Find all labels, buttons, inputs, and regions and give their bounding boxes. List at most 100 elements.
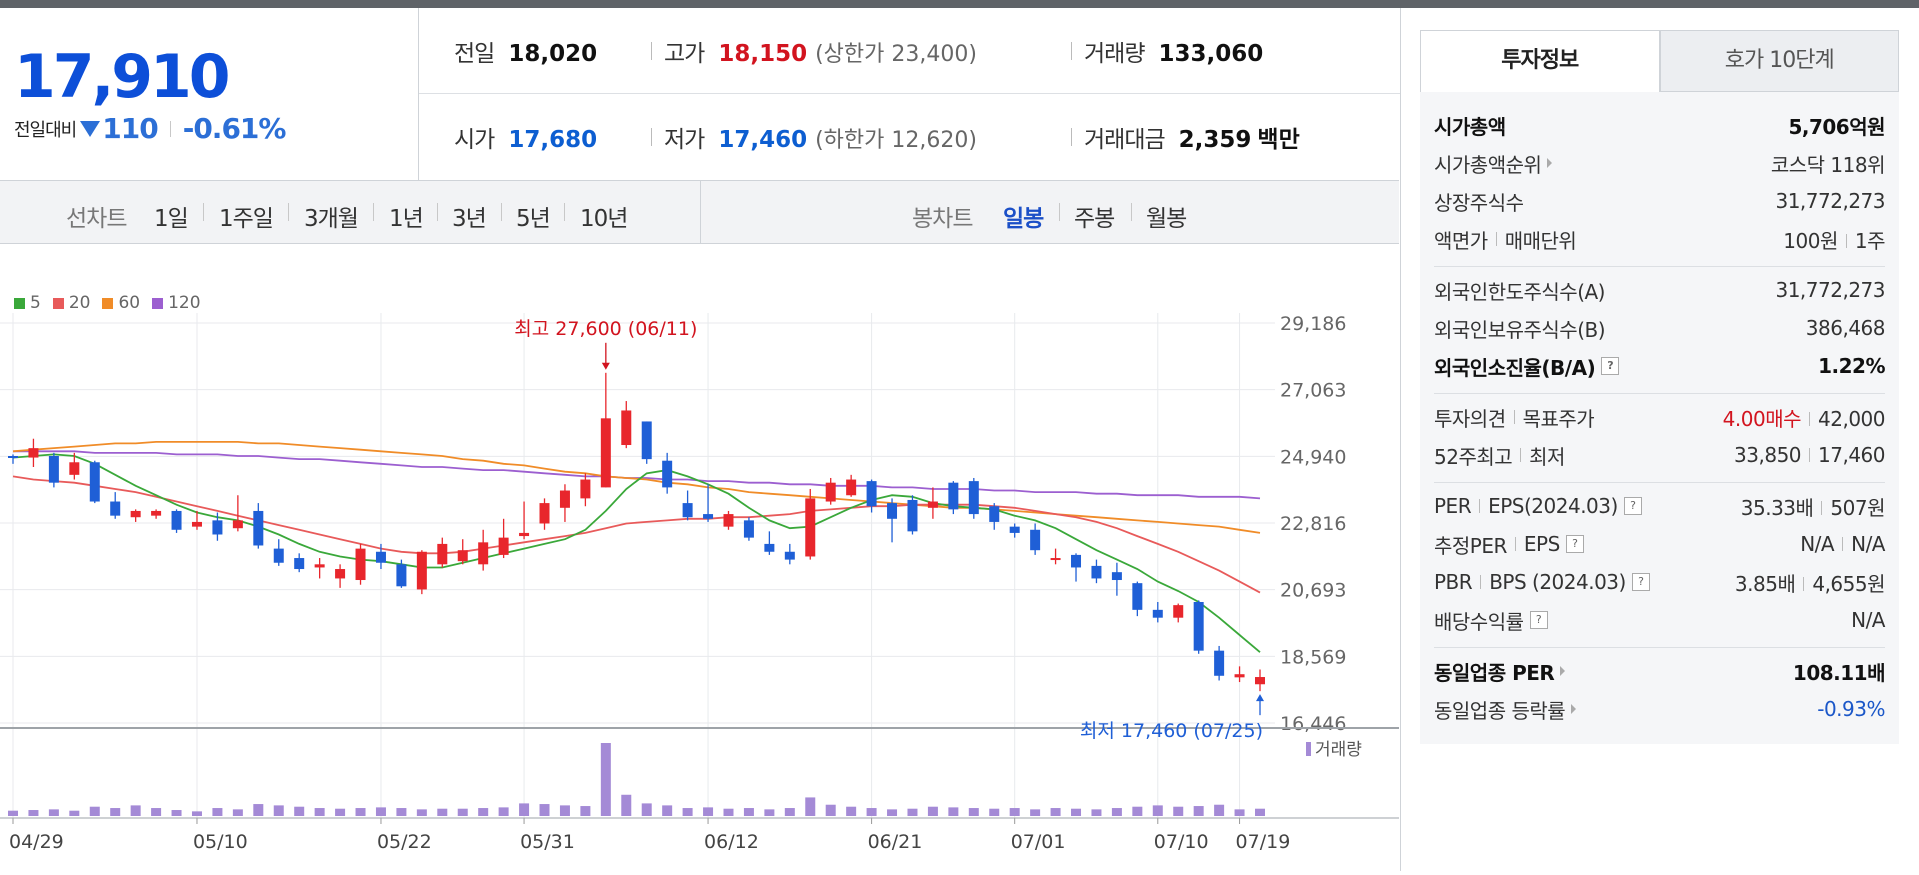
help-icon[interactable]: ? — [1529, 611, 1548, 629]
legend-ma120: 120 — [152, 293, 201, 313]
info-key: 투자의견 목표주가 — [1434, 403, 1595, 432]
volume-legend-label: 거래량 — [1315, 740, 1362, 760]
volume-bar — [825, 804, 836, 816]
info-row: 시가총액 5,706억원 — [1434, 106, 1885, 144]
candle-monthly[interactable]: 월봉 — [1146, 206, 1187, 232]
info-key[interactable]: 동일업종 PER — [1434, 657, 1566, 686]
candle-body — [478, 542, 489, 565]
info-key-label: 투자의견 — [1434, 406, 1506, 431]
info-key: 외국인보유주식수(B) — [1434, 314, 1606, 343]
candle-body — [662, 460, 673, 488]
stat-label: 고가 — [664, 41, 705, 67]
period-1y[interactable]: 1년 — [389, 206, 424, 232]
candle-body — [355, 548, 366, 581]
volume-bar — [212, 808, 223, 816]
info-key[interactable]: PER EPS(2024.03)? — [1434, 494, 1642, 518]
volume-bar — [294, 806, 305, 816]
info-key-label: 외국인소진율(B/A) — [1434, 355, 1596, 380]
volume-bar — [846, 806, 857, 816]
volume-bar — [1091, 809, 1102, 816]
volume-bar — [989, 808, 1000, 816]
help-icon[interactable]: ? — [1623, 497, 1642, 515]
price-summary: 17,910 전일대비 110 -0.61% — [0, 8, 419, 180]
legend-ma5: 5 — [14, 293, 41, 313]
price-chart[interactable]: 5 20 60 120 29,186 27,063 24,940 22,816 20,6… — [0, 243, 1399, 871]
help-icon[interactable]: ? — [1565, 535, 1584, 553]
info-value-text: 1.22% — [1818, 354, 1885, 378]
invest-tabs: 투자정보 호가 10단계 — [1420, 30, 1899, 92]
help-icon[interactable]: ? — [1631, 573, 1650, 591]
divider — [651, 128, 652, 146]
period-3m[interactable]: 3개월 — [304, 206, 359, 232]
info-value-text: 31,772,273 — [1775, 278, 1885, 302]
y-tick-label: 27,063 — [1280, 380, 1346, 402]
info-value: 31,772,273 — [1775, 278, 1885, 302]
tab-invest-info[interactable]: 투자정보 — [1420, 30, 1660, 92]
change-percent: -0.61% — [182, 112, 287, 145]
candle-chart-periods: 봉차트 일봉 주봉 월봉 — [701, 181, 1399, 243]
info-key[interactable]: 외국인소진율(B/A)? — [1434, 352, 1620, 381]
candle-daily[interactable]: 일봉 — [1003, 206, 1044, 232]
volume-bar — [1030, 809, 1041, 816]
candle-body — [8, 455, 18, 458]
info-row: 상장주식수 31,772,273 — [1434, 182, 1885, 220]
info-key[interactable]: 시가총액순위 — [1434, 149, 1553, 178]
candle-body — [846, 479, 857, 496]
divider — [1480, 575, 1482, 589]
info-value: 4.00매수 42,000 — [1723, 403, 1886, 432]
volume-bar — [110, 808, 121, 816]
period-5y[interactable]: 5년 — [516, 206, 551, 232]
candle-body — [1111, 572, 1122, 581]
info-value: -0.93% — [1817, 697, 1885, 721]
volume-bar — [580, 806, 591, 816]
period-1d[interactable]: 1일 — [154, 206, 189, 232]
info-key[interactable]: 배당수익률? — [1434, 606, 1548, 635]
candle-body — [1009, 526, 1020, 533]
candle-body — [1050, 558, 1061, 561]
info-key-label: PBR — [1434, 570, 1473, 594]
info-key: 52주최고 최저 — [1434, 441, 1565, 470]
info-key[interactable]: 동일업종 등락률 — [1434, 695, 1577, 724]
volume-bar — [723, 808, 734, 816]
y-tick-label: 22,816 — [1280, 513, 1346, 535]
stats-row-1: 전일 18,020 고가 18,150 (상한가 23,400) 거래량 133… — [419, 8, 1400, 94]
divider — [1479, 499, 1481, 513]
x-tick-label: 04/29 — [9, 831, 64, 853]
volume-bar — [1255, 808, 1265, 816]
volume-bar — [232, 809, 243, 816]
info-key[interactable]: 추정PER EPS? — [1434, 530, 1584, 559]
stat-label: 전일 — [454, 41, 495, 67]
stat-amount: 거래대금 2,359 백만 — [1071, 120, 1300, 154]
period-3y[interactable]: 3년 — [452, 206, 487, 232]
help-icon[interactable]: ? — [1601, 357, 1620, 375]
tab-order-book[interactable]: 호가 10단계 — [1659, 30, 1899, 92]
stat-value: 17,680 — [508, 127, 598, 153]
info-key: 외국인한도주식수(A) — [1434, 276, 1606, 305]
max-arrow-head — [601, 362, 610, 370]
line-chart-periods: 선차트 1일 1주일 3개월 1년 3년 5년 10년 — [0, 181, 701, 243]
info-row: 외국인보유주식수(B) 386,468 — [1434, 309, 1886, 347]
moving-average-ma20 — [12, 475, 1261, 594]
divider — [1845, 233, 1847, 248]
info-value-text: 31,772,273 — [1775, 189, 1885, 213]
candle-body — [171, 510, 182, 530]
period-1w[interactable]: 1주일 — [219, 206, 274, 232]
candle-body — [743, 520, 754, 538]
divider — [1513, 410, 1515, 424]
volume-bar — [519, 803, 530, 816]
period-10y[interactable]: 10년 — [580, 206, 628, 232]
legend-label: 60 — [118, 293, 141, 313]
volume-bar — [887, 809, 898, 816]
info-value: N/A — [1851, 608, 1885, 632]
moving-average-ma60 — [12, 440, 1261, 534]
info-key[interactable]: PBR BPS (2024.03)? — [1434, 570, 1650, 594]
x-tick-label: 07/10 — [1154, 831, 1209, 853]
lower-limit: (하한가 12,620) — [815, 128, 977, 153]
x-tick-label: 06/21 — [868, 831, 923, 853]
info-key-label: 외국인한도주식수(A) — [1434, 279, 1606, 304]
candle-body — [764, 543, 775, 552]
candle-weekly[interactable]: 주봉 — [1074, 206, 1115, 232]
info-value-text: 507원 — [1830, 495, 1885, 520]
divider — [203, 203, 204, 221]
change-row: 전일대비 110 -0.61% — [14, 112, 287, 145]
